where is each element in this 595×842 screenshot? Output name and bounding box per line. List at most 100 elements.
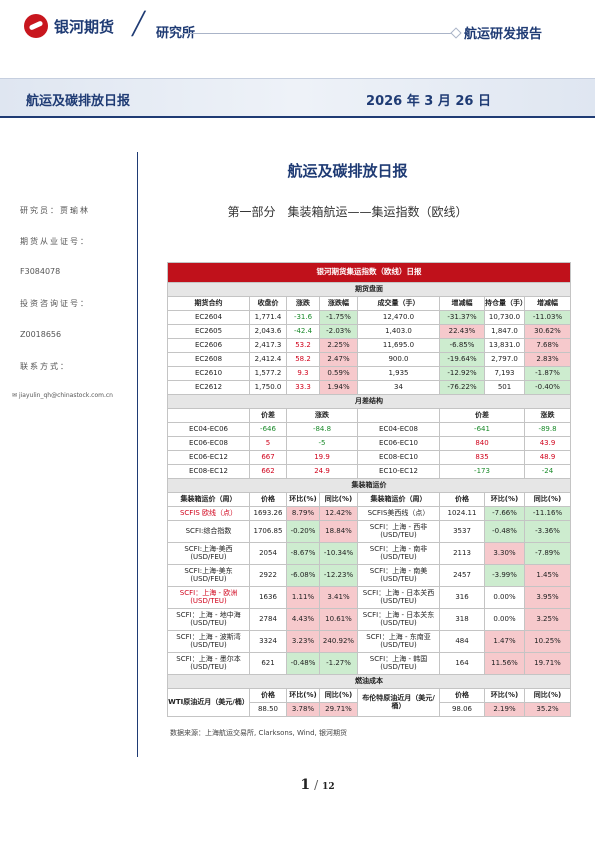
table-cell: 3.25%: [524, 608, 571, 631]
column-header: 涨跌幅: [319, 296, 358, 311]
table-cell: 3.95%: [524, 586, 571, 609]
analyst-name: 研究员：贾瑜林: [20, 206, 90, 215]
table-cell: SCFI：上海 - 日本关东 (USD/TEU): [357, 608, 440, 631]
table-row: SCFIS 欧线（点） 1693.26 8.79% 12.42% SCFIS美西线（点）…: [167, 506, 571, 521]
table-cell: 240.92%: [319, 630, 358, 653]
table-cell: 2,797.0: [484, 352, 525, 367]
header-row: 期货合约 收盘价 涨跌 涨跌幅 成交量（手） 增减幅 持仓量（手） 增减幅: [167, 296, 571, 311]
table-row: SCFI：上海 - 墨尔本 (USD/TEU) 621 -0.48% -1.27% SCF…: [167, 652, 571, 675]
table-cell: -6.08%: [286, 564, 320, 587]
sidebar-divider: [137, 152, 138, 757]
table-cell: SCFI：上海 - 欧洲 (USD/TEU): [167, 586, 250, 609]
table-cell: EC06-EC12: [167, 450, 250, 465]
table-cell: 2,417.3: [249, 338, 287, 353]
table-cell: SCFI：上海 - 东南亚 (USD/TEU): [357, 630, 440, 653]
column-header: 成交量（手）: [357, 296, 440, 311]
column-header: 期货合约: [167, 296, 250, 311]
table-cell: 1.11%: [286, 586, 320, 609]
table-row: SCFI：上海 - 欧洲 (USD/TEU) 1636 1.11% 3.41% SCFI：…: [167, 586, 571, 609]
page-current: 1: [300, 777, 311, 793]
table-cell: 19.9: [286, 450, 358, 465]
column-header: 涨跌: [524, 408, 571, 423]
table-cell: 900.0: [357, 352, 440, 367]
header-slash: ╱: [132, 12, 146, 37]
header-row: WTI原油近月（美元/桶） 价格 环比(%) 同比(%) 布伦特原油近月（美元/桶） 价格…: [167, 688, 571, 717]
table-cell: 7,193: [484, 366, 525, 381]
header-row: 价差 涨跌 价差 涨跌: [167, 408, 571, 423]
data-source: 数据来源：上海航运交易所, Clarksons, Wind, 银河期货: [170, 729, 348, 737]
table-cell: 662: [249, 464, 287, 479]
column-header: 价格: [249, 492, 287, 507]
section-row: 燃油成本: [167, 674, 571, 689]
table-cell: 2054: [249, 542, 287, 565]
table-cell: 48.9: [524, 450, 571, 465]
table-cell: 667: [249, 450, 287, 465]
table-cell: 2.47%: [319, 352, 358, 367]
table-cell: SCFI:综合指数: [167, 520, 250, 543]
table-row: EC06-EC12 667 19.9 EC08-EC10 835 48.9: [167, 450, 571, 465]
table-cell: 3.23%: [286, 630, 320, 653]
table-cell: 1636: [249, 586, 287, 609]
table-cell: -6.85%: [439, 338, 485, 353]
table-cell: -0.48%: [484, 520, 525, 543]
table-cell: EC2605: [167, 324, 250, 339]
table-cell: EC08-EC10: [357, 450, 440, 465]
qualification-label: 期货从业证号：: [20, 237, 90, 246]
column-header: 同比(%): [524, 688, 571, 703]
table-cell: 2113: [439, 542, 485, 565]
table-cell: 1706.85: [249, 520, 287, 543]
table-cell: SCFI:上海-美西 (USD/FEU): [167, 542, 250, 565]
table-cell: [167, 408, 250, 423]
table-cell: -0.48%: [286, 652, 320, 675]
column-header: 同比(%): [319, 492, 358, 507]
column-header: 价格: [439, 688, 485, 703]
table-cell: 1.94%: [319, 380, 358, 395]
table-cell: 35.2%: [524, 702, 571, 717]
table-cell: 316: [439, 586, 485, 609]
table-cell: SCFI:上海-美东 (USD/FEU): [167, 564, 250, 587]
consult-number: Z0018656: [20, 330, 62, 339]
table-cell: 1024.11: [439, 506, 485, 521]
table-cell: -2.03%: [319, 324, 358, 339]
column-header: 收盘价: [249, 296, 287, 311]
table-cell: -12.23%: [319, 564, 358, 587]
table-cell: -1.75%: [319, 310, 358, 325]
table-cell: 1.47%: [484, 630, 525, 653]
table-cell: EC06-EC10: [357, 436, 440, 451]
table-cell: 1.45%: [524, 564, 571, 587]
table-cell: -646: [249, 422, 287, 437]
table-cell: 5: [249, 436, 287, 451]
table-cell: 34: [357, 380, 440, 395]
section-freight: 集装箱运价: [167, 478, 571, 493]
table-cell: 33.3: [286, 380, 320, 395]
table-cell: 10,730.0: [484, 310, 525, 325]
table-cell: 3537: [439, 520, 485, 543]
table-cell: 3324: [249, 630, 287, 653]
table-cell: 18.84%: [319, 520, 358, 543]
email-row: ✉ jiayulin_qh@chinastock.com.cn: [12, 392, 113, 399]
table-cell: 10.25%: [524, 630, 571, 653]
table-cell: 1,750.0: [249, 380, 287, 395]
table-cell: -0.40%: [524, 380, 571, 395]
table-cell: 1,771.4: [249, 310, 287, 325]
table-cell: 2.19%: [484, 702, 525, 717]
table-cell: SCFI：上海 - 韩国 (USD/TEU): [357, 652, 440, 675]
table-row: EC2612 1,750.0 33.3 1.94% 34 -76.22% 501 -0.40%: [167, 380, 571, 395]
table-cell: -31.6: [286, 310, 320, 325]
table-cell: 0.00%: [484, 608, 525, 631]
table-row: SCFI:综合指数 1706.85 -0.20% 18.84% SCFI：上海 - 西非…: [167, 520, 571, 543]
table-caption-row: 银河期货集运指数（欧线）日报: [167, 262, 571, 283]
table-cell: EC06-EC08: [167, 436, 250, 451]
table-cell: EC2612: [167, 380, 250, 395]
email-address: jiayulin_qh@chinastock.com.cn: [18, 392, 113, 399]
table-cell: SCFI：上海 - 西非 (USD/TEU): [357, 520, 440, 543]
table-cell: 1,577.2: [249, 366, 287, 381]
table-cell: 3.30%: [484, 542, 525, 565]
table-cell: SCFI：上海 - 波斯湾 (USD/TEU): [167, 630, 250, 653]
table-cell: 501: [484, 380, 525, 395]
header-rule: [182, 33, 452, 34]
table-cell: -84.8: [286, 422, 358, 437]
table-cell: 12.42%: [319, 506, 358, 521]
column-header: 环比(%): [484, 492, 525, 507]
diamond-icon: [450, 27, 462, 39]
